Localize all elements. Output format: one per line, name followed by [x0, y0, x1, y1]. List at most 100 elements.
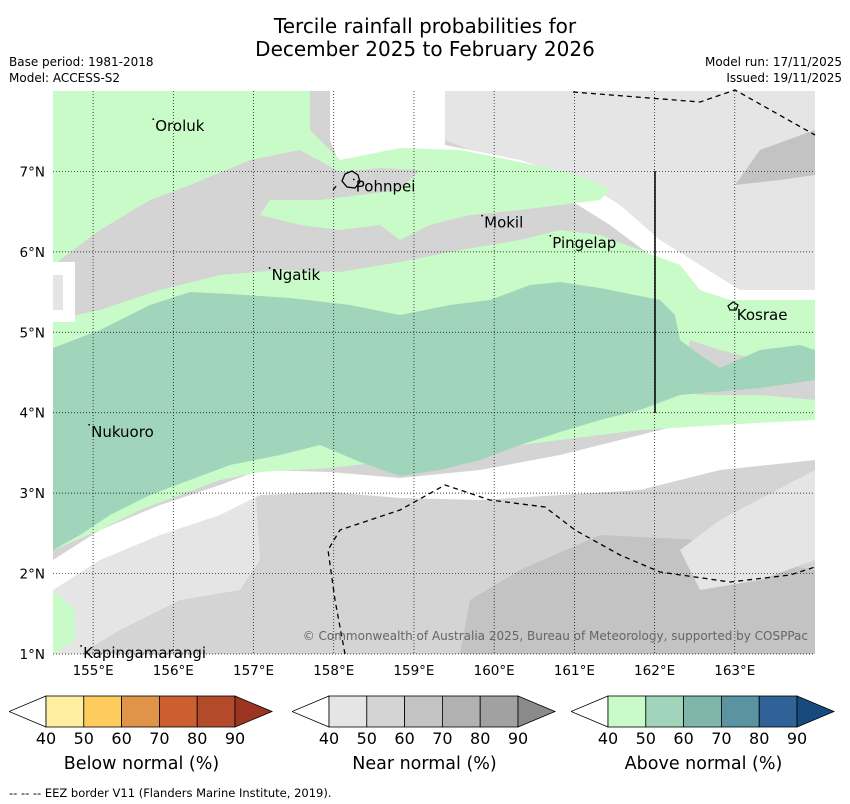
x-tick-label: 155°E [73, 663, 114, 679]
place-marker [152, 118, 155, 121]
copyright-text: © Commonwealth of Australia 2025, Bureau… [303, 629, 808, 643]
place-marker [268, 267, 271, 269]
colorbar-extend-high [234, 695, 274, 728]
colorbar-segment [45, 695, 85, 728]
place-marker [481, 214, 484, 217]
near-normal-patch-west [53, 275, 63, 310]
colorbar-above: 40 50 60 70 80 90 Above normal (%) [569, 695, 836, 780]
y-axis-labels: 1°N 2°N 3°N 4°N 5°N 6°N 7°N [20, 164, 45, 663]
colorbar-tick-label: 40 [36, 729, 56, 748]
y-tick-label: 4°N [20, 406, 45, 422]
place-label: Ngatik [272, 266, 321, 284]
near-normal-40-area-north [445, 91, 815, 300]
colorbar-extend-high [517, 695, 557, 728]
x-tick-label: 160°E [474, 663, 515, 679]
colorbar-near: 40 50 60 70 80 90 Near normal (%) [290, 695, 557, 780]
colorbar-tick-label: 60 [111, 729, 131, 748]
colorbar-tick-label: 50 [357, 729, 377, 748]
x-tick-label: 159°E [393, 663, 434, 679]
gridlines [53, 91, 815, 655]
y-tick-label: 2°N [20, 567, 45, 583]
colorbar-graphic: 40 50 60 70 80 90 [290, 695, 557, 748]
place-label: Kapingamarangi [83, 644, 206, 662]
colorbar-tick-label: 80 [187, 729, 207, 748]
colorbar-tick-label: 80 [749, 729, 769, 748]
kosrae-island-outline [727, 301, 739, 311]
colorbar-tick-label: 60 [673, 729, 693, 748]
x-tick-label: 158°E [313, 663, 354, 679]
x-tick-label: 157°E [233, 663, 274, 679]
y-tick-label: 3°N [20, 486, 45, 502]
colorbar-tick-label: 40 [598, 729, 618, 748]
colorbar-extend-low [569, 695, 609, 728]
eez-border-south [327, 484, 816, 655]
y-tick-label: 5°N [20, 325, 45, 341]
model-name: Model: ACCESS-S2 [9, 71, 121, 85]
colorbar-segment [758, 695, 798, 728]
colorbar-tick-label: 40 [319, 729, 339, 748]
colorbar-segment [683, 695, 722, 728]
place-label: Pingelap [552, 234, 616, 252]
colorbar-segment [196, 695, 236, 728]
place-marker [88, 423, 90, 426]
colorbar-tick-label: 50 [74, 729, 94, 748]
colorbar-segment [645, 695, 685, 728]
colorbar-tick-label: 90 [787, 729, 807, 748]
place-marker [733, 307, 736, 310]
colorbar-tick-label: 80 [470, 729, 490, 748]
eez-border-north [572, 89, 816, 136]
above-normal-50-area [53, 282, 815, 550]
x-tick-label: 163°E [714, 663, 755, 679]
colorbar-tick-label: 90 [225, 729, 245, 748]
colorbar-tick-label: 70 [149, 729, 169, 748]
x-axis-labels: 155°E 156°E 157°E 158°E 159°E 160°E 161°E 162°E… [73, 663, 756, 679]
place-marker [549, 234, 552, 237]
probability-field [53, 91, 815, 654]
colorbar-graphic: 40 50 60 70 80 90 [7, 695, 274, 748]
colorbar-title: Below normal (%) [63, 754, 220, 774]
near-normal-40-area-east [680, 470, 815, 590]
y-tick-label: 6°N [20, 245, 45, 261]
place-marker [80, 645, 82, 647]
above-normal-40-area-southwest [53, 590, 75, 654]
issued-date: Issued: 19/11/2025 [726, 71, 842, 85]
place-label: Mokil [484, 214, 523, 232]
colorbar-title: Near normal (%) [352, 754, 497, 774]
colorbar-segment [366, 695, 406, 728]
eez-borders [327, 89, 816, 655]
neutral-band-south [53, 410, 815, 590]
colorbar-tick-label: 70 [711, 729, 731, 748]
place-label: Oroluk [155, 117, 204, 135]
colorbar-below: 40 50 60 70 80 90 Below normal (%) [7, 695, 274, 780]
place-label: Kosrae [737, 306, 788, 324]
colorbar-segment [121, 695, 160, 728]
x-tick-label: 161°E [554, 663, 595, 679]
colorbar-tick-label: 50 [636, 729, 656, 748]
model-run-date: Model run: 17/11/2025 [704, 55, 842, 69]
colorbar-segment [720, 695, 760, 728]
colorbar-tick-label: 60 [394, 729, 414, 748]
colorbar-title: Above normal (%) [624, 754, 783, 774]
colorbar-segment [158, 695, 198, 728]
colorbar-segment [441, 695, 481, 728]
colorbar-segment [479, 695, 519, 728]
colorbar-graphic: 40 50 60 70 80 90 [569, 695, 836, 748]
x-tick-label: 162°E [634, 663, 675, 679]
x-tick-label: 156°E [153, 663, 194, 679]
map-figure: Oroluk Pohnpei Mokil Pingelap Ngatik Kosrae Nu… [20, 89, 816, 679]
eez-footnote: -- -- -- EEZ border V11 (Flanders Marine… [9, 786, 332, 800]
above-normal-40-area [53, 91, 610, 270]
colorbar-tick-label: 90 [508, 729, 528, 748]
eez-border-pohnpei [332, 184, 338, 191]
colorbar-extend-high [796, 695, 836, 728]
place-label: Nukuoro [91, 423, 154, 441]
y-tick-label: 7°N [20, 164, 45, 180]
pohnpei-island-outline [341, 170, 361, 189]
colorbar-segment [328, 695, 368, 728]
colorbar-segment [607, 695, 647, 728]
colorbar-extend-low [290, 695, 330, 728]
near-normal-40-area-southwest [53, 480, 260, 654]
map-title-line2: December 2025 to February 2026 [255, 37, 595, 61]
place-marker [352, 178, 355, 181]
place-label: Pohnpei [356, 177, 416, 195]
